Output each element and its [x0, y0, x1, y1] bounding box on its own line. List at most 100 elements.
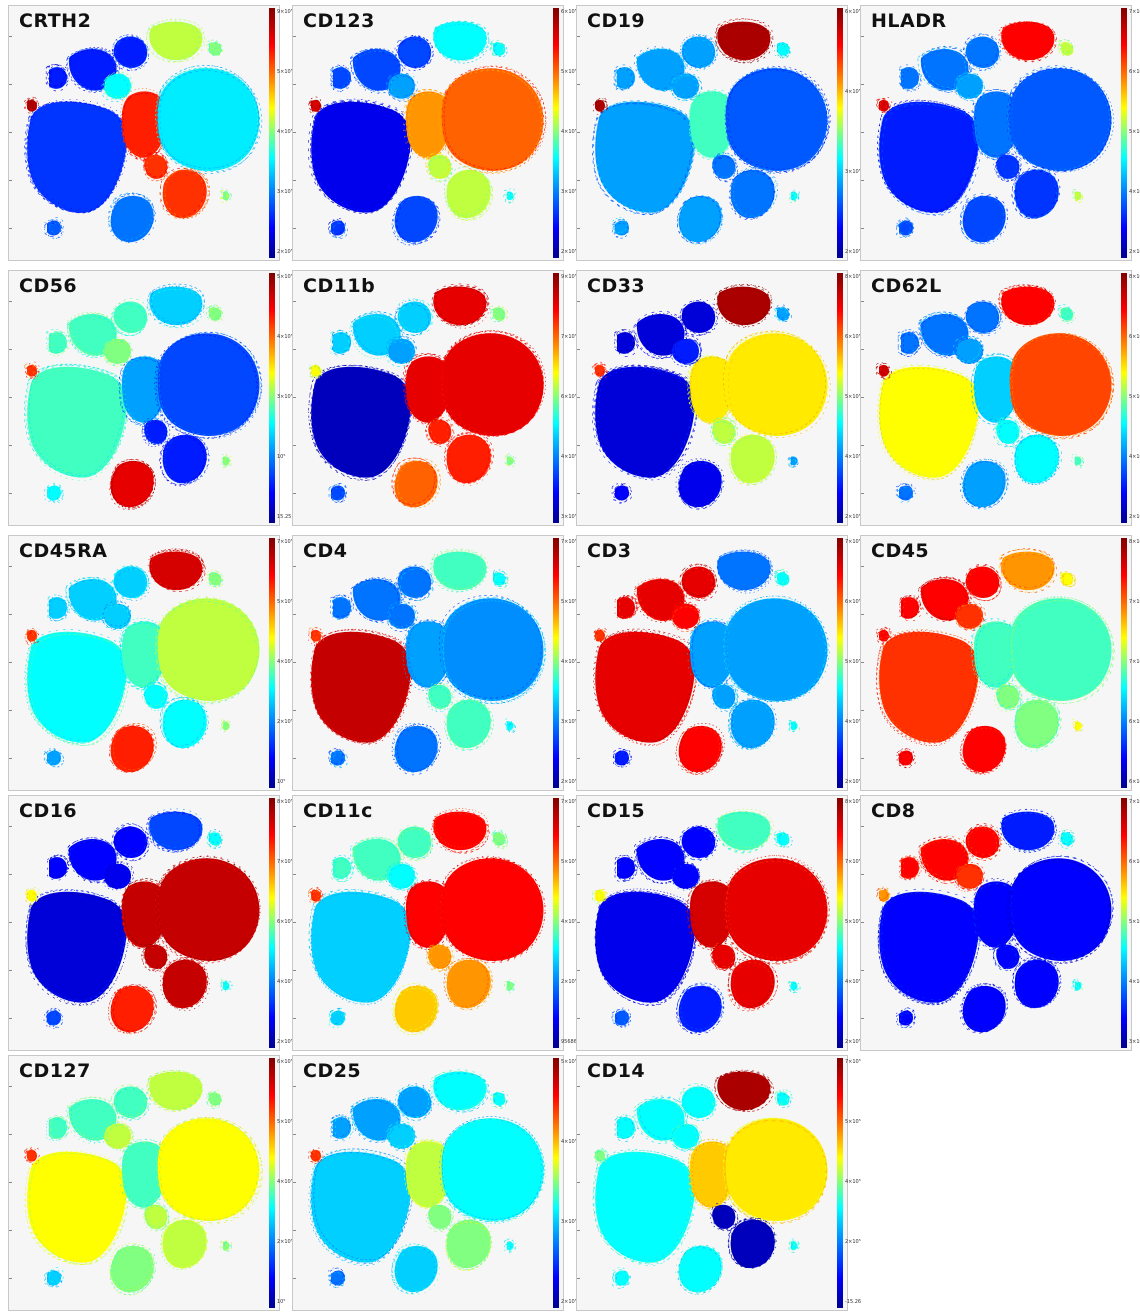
cluster-texture — [593, 631, 694, 743]
cluster-texture — [310, 100, 322, 113]
cluster-texture — [960, 196, 1005, 244]
cluster-texture — [102, 604, 130, 630]
y-axis-tick — [9, 132, 12, 133]
cluster-tl — [617, 597, 635, 619]
cluster-texture — [1002, 809, 1056, 848]
cluster-texture — [1075, 722, 1083, 732]
y-axis-tick — [293, 180, 296, 181]
colorbar — [553, 798, 559, 1048]
cluster-texture — [996, 682, 1020, 708]
cluster-tl — [113, 1086, 148, 1119]
cluster-texture — [386, 606, 415, 632]
cluster-texture — [903, 856, 922, 879]
cluster-texture — [385, 72, 414, 99]
y-axis-tick — [293, 1230, 296, 1231]
cluster-texture — [110, 1087, 145, 1120]
cluster-texture — [389, 76, 417, 102]
cluster-tr — [717, 1071, 771, 1111]
cluster-tr — [433, 811, 487, 851]
cluster-texture — [633, 46, 683, 89]
cluster-texture — [789, 983, 798, 994]
cluster-texture — [726, 68, 830, 172]
cluster-texture — [671, 341, 699, 367]
cluster-texture — [682, 563, 717, 596]
colorbar — [1121, 8, 1127, 258]
cluster-texture — [148, 18, 203, 58]
cluster-texture — [595, 100, 696, 212]
colorbar-tick-label: 10⁵ — [277, 779, 286, 785]
cluster-texture — [775, 307, 789, 322]
colorbar-tick-label: 8×10⁵ — [1129, 539, 1140, 545]
cluster-texture — [386, 337, 415, 364]
cluster-texture — [778, 307, 792, 322]
cluster-texture — [405, 1142, 452, 1210]
cluster-cl — [672, 73, 699, 99]
cluster-texture — [999, 812, 1054, 852]
colorbar-tick-label: 4×10⁵ — [277, 659, 293, 665]
cluster-texture — [330, 595, 349, 618]
y-axis-tick — [861, 662, 864, 663]
cluster-texture — [967, 37, 1002, 70]
cluster-br — [712, 154, 736, 179]
cluster-texture — [689, 92, 736, 159]
cluster-texture — [387, 75, 415, 101]
cluster-texture — [389, 603, 417, 629]
cluster-texture — [1011, 597, 1114, 701]
cluster-tl — [901, 857, 919, 879]
cluster-tl — [113, 301, 148, 334]
cluster-br — [428, 684, 452, 709]
cluster-br — [996, 154, 1020, 179]
colorbar-tick-label: 7×10⁵ — [561, 539, 577, 545]
cluster-texture — [592, 102, 693, 215]
cluster-texture — [965, 563, 1000, 597]
cluster-texture — [615, 64, 635, 87]
cluster-texture — [490, 39, 504, 54]
cluster-texture — [44, 749, 60, 766]
cluster-texture — [114, 36, 149, 70]
cluster-texture — [208, 831, 221, 845]
colorbar-tick-label: 3×10⁵ — [561, 1219, 577, 1225]
cluster-texture — [966, 301, 1001, 334]
cluster-texture — [106, 1125, 135, 1151]
cluster-texture — [613, 748, 628, 764]
cluster-texture — [163, 1218, 208, 1268]
cluster-texture — [1014, 435, 1060, 485]
cluster-texture — [903, 599, 922, 622]
cluster-texture — [505, 194, 513, 204]
cluster-texture — [209, 829, 223, 844]
cluster-texture — [877, 891, 978, 1004]
cluster-texture — [879, 627, 891, 640]
colorbar-tick-label: 6×10⁵ — [1129, 69, 1140, 75]
cluster-texture — [51, 331, 71, 354]
cluster-texture — [877, 893, 979, 1006]
cluster-texture — [618, 595, 638, 618]
cluster-texture — [396, 824, 431, 857]
y-axis-tick — [577, 1182, 580, 1183]
colorbar — [553, 8, 559, 258]
cluster-cl — [956, 603, 983, 629]
cluster-small — [777, 572, 790, 586]
cluster-texture — [995, 156, 1019, 182]
cluster-texture — [614, 329, 633, 352]
cluster-cl — [388, 73, 415, 99]
cluster-texture — [679, 300, 714, 333]
cluster-texture — [209, 834, 223, 849]
cluster-texture — [330, 750, 346, 766]
colorbar-tick-label: 6×10⁵ — [1129, 779, 1140, 785]
cluster-texture — [430, 1201, 454, 1227]
cluster-texture — [961, 458, 1006, 506]
cluster-texture — [717, 552, 771, 592]
cluster-texture — [208, 1091, 222, 1105]
cluster-left — [879, 366, 979, 478]
cluster-texture — [1014, 698, 1060, 748]
cluster-texture — [442, 1118, 546, 1222]
cluster-texture — [899, 484, 915, 500]
cluster-br — [730, 169, 775, 219]
cluster-tl — [397, 1086, 432, 1119]
cluster-texture — [724, 1119, 828, 1224]
cluster-texture — [332, 857, 351, 880]
cluster-texture — [1014, 434, 1060, 484]
cluster-small — [777, 1092, 790, 1106]
cluster-tl — [113, 826, 148, 859]
cluster-texture — [710, 421, 734, 447]
